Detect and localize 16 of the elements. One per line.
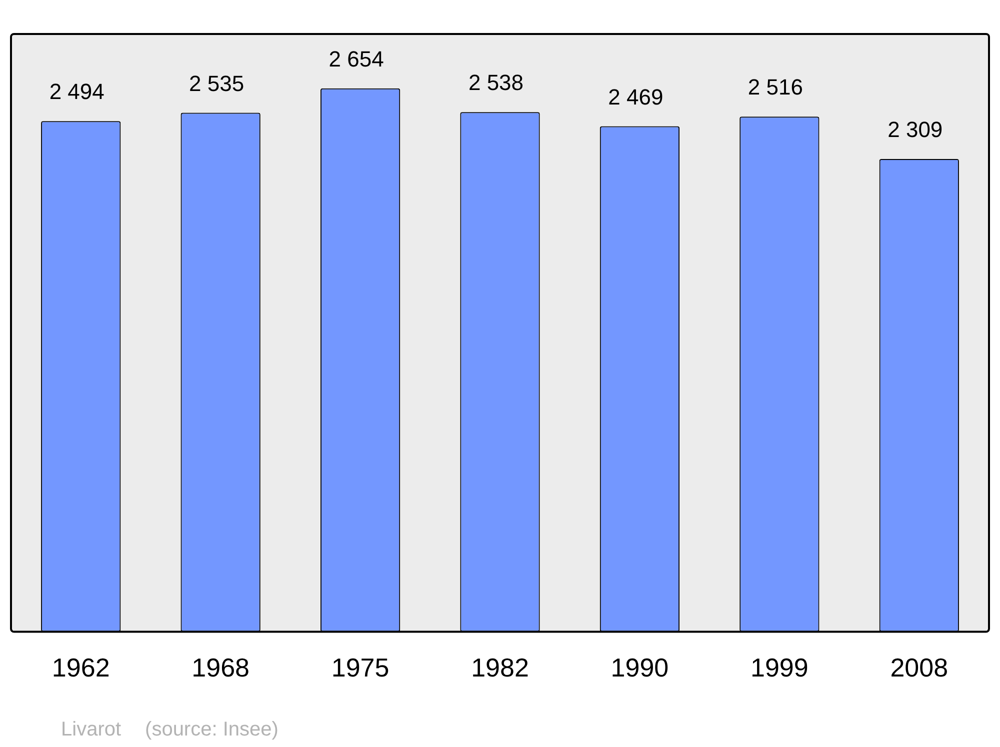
x-tick-label: 1999 (750, 652, 808, 683)
data-label: 2 535 (189, 70, 244, 96)
x-tick-label: 1990 (610, 652, 669, 683)
x-tick-label: 1968 (192, 652, 250, 683)
data-label: 2 654 (328, 46, 384, 72)
text: (source: Insee) (145, 718, 278, 741)
x-tick-label: 1975 (331, 652, 390, 683)
x-tick-label: 1962 (52, 652, 110, 683)
x-tick-label: 2008 (890, 652, 948, 683)
data-label: 2 309 (888, 117, 943, 142)
x-tick-label: 1982 (471, 652, 529, 683)
text: Livarot (61, 718, 122, 741)
data-label: 2 516 (748, 74, 803, 100)
data-label: 2 538 (468, 70, 524, 96)
data-label: 2 494 (49, 79, 104, 104)
data-label: 2 469 (608, 84, 664, 110)
